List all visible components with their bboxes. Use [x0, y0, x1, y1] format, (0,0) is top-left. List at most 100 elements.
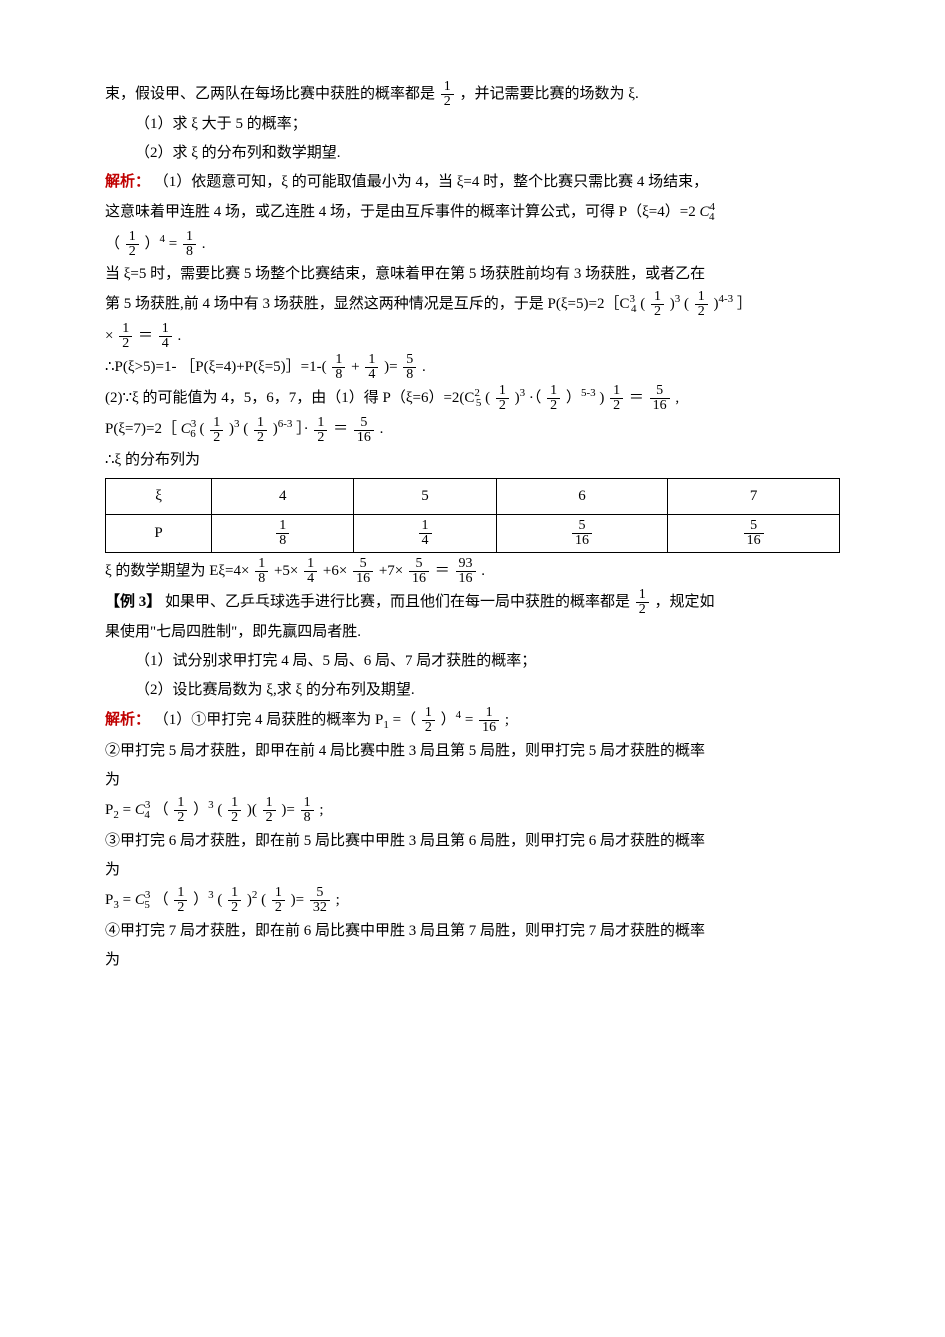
text: (	[217, 802, 222, 818]
cell: 4	[212, 479, 354, 515]
example-3-title: 【例 3】 如果甲、乙乒乓球选手进行比赛，而且他们在每一局中获胜的概率都是 12…	[105, 588, 840, 617]
solution-line-3: （ 12 ）4 = 18 .	[105, 230, 840, 259]
frac-one8: 18	[332, 353, 345, 382]
text: .	[380, 421, 384, 437]
solution2-line-1: 解析： （1）①甲打完 4 局获胜的概率为 P1 =（ 12 ）4 = 116 …	[105, 706, 840, 736]
cell: 516	[668, 515, 840, 553]
sup: 3	[520, 387, 526, 399]
sub: 4	[709, 211, 715, 223]
text: ］	[737, 296, 752, 312]
sub: 4	[631, 303, 637, 315]
distribution-table: ξ 4 5 6 7 P 18 14 516 516	[105, 478, 840, 553]
text: (	[217, 892, 222, 908]
frac-half: 12	[547, 384, 560, 413]
sub: 2	[113, 809, 119, 821]
solution-line-9: P(ξ=7)=2［ C36 ( 12 )3 ( 12 )6-3 ］· 12 ＝ …	[105, 415, 840, 445]
text: )=	[291, 892, 304, 908]
frac-half: 12	[422, 706, 435, 735]
text: (	[684, 296, 689, 312]
text: (	[640, 296, 645, 312]
frac-one4: 14	[365, 353, 378, 382]
sub: 5	[144, 899, 150, 911]
frac-half: 12	[228, 886, 241, 915]
text: ×	[105, 328, 113, 344]
text: C	[131, 892, 145, 908]
solution-line-6: × 12 ＝ 14 .	[105, 322, 840, 351]
sup: 2	[252, 889, 258, 901]
frac: 516	[353, 557, 373, 586]
solution2-line-6: ④甲打完 7 局才获胜，即在前 6 局比赛中甲胜 3 局且第 7 局胜，则甲打完…	[105, 918, 840, 945]
sup: 3	[234, 418, 240, 430]
frac-half: 12	[228, 796, 241, 825]
frac-result: 9316	[456, 557, 476, 586]
frac-half: 12	[651, 290, 664, 319]
frac-half: 12	[695, 290, 708, 319]
frac-half: 12	[254, 416, 267, 445]
solution2-line-5: P3 = C35 （ 12 ）3 ( 12 )2 ( 12 )= 532 ;	[105, 886, 840, 916]
problem-q2: （2）求 ξ 的分布列和数学期望.	[105, 140, 840, 167]
text: +7×	[379, 563, 403, 579]
text: )(	[247, 802, 257, 818]
text: C	[696, 204, 710, 220]
text: ）	[193, 892, 208, 908]
table-row: ξ 4 5 6 7	[106, 479, 840, 515]
solution2-line-2b: 为	[105, 767, 840, 794]
text: （1）依题意可知，ξ 的可能取值最小为 4，当 ξ=4 时，整个比赛只需比赛 4…	[154, 174, 708, 190]
text: C	[131, 802, 145, 818]
text: P(ξ=7)=2［	[105, 421, 177, 437]
text: .	[202, 236, 206, 252]
solution-label: 解析：	[105, 712, 150, 728]
text: 如果甲、乙乒乓球选手进行比赛，而且他们在每一局中获胜的概率都是	[165, 594, 634, 610]
text: ）	[145, 236, 160, 252]
text: 第 5 场获胜,前 4 场中有 3 场获胜，显然这两种情况是互斥的，于是 P(ξ…	[105, 296, 629, 312]
solution-line-8: (2)∵ξ 的可能值为 4，5，6，7，由（1）得 P（ξ=6）=2(C25 (…	[105, 384, 840, 414]
text: =	[169, 236, 177, 252]
cell: 14	[354, 515, 496, 553]
frac-half: 12	[610, 384, 623, 413]
text: ）	[566, 390, 581, 406]
solution-line-10: ∴ξ 的分布列为	[105, 447, 840, 474]
solution2-line-4: ③甲打完 6 局才获胜，即在前 5 局比赛中甲胜 3 局且第 6 局胜，则甲打完…	[105, 828, 840, 855]
frac-five16: 516	[650, 384, 670, 413]
text: +6×	[323, 563, 347, 579]
frac-five32: 532	[310, 886, 330, 915]
text: ;	[505, 712, 509, 728]
frac-one4: 14	[159, 322, 172, 351]
frac-one8: 18	[183, 230, 196, 259]
solution-line-4: 当 ξ=5 时，需要比赛 5 场整个比赛结束，意味着甲在第 5 场获胜前均有 3…	[105, 261, 840, 288]
frac: 18	[255, 557, 268, 586]
frac-half: 12	[119, 322, 132, 351]
sup: 4	[456, 709, 462, 721]
sub: 1	[383, 719, 389, 731]
sub: 4	[144, 809, 150, 821]
solution2-line-3: P2 = C34 （ 12 ）3 ( 12 )( 12 )= 18 ;	[105, 796, 840, 826]
example-3-q1: （1）试分别求甲打完 4 局、5 局、6 局、7 局才获胜的概率；	[105, 648, 840, 675]
sup: 3	[208, 799, 214, 811]
sup: 5-3	[581, 387, 596, 399]
text: C	[177, 421, 191, 437]
frac-half: 12	[263, 796, 276, 825]
frac-five8: 58	[403, 353, 416, 382]
text: +5×	[274, 563, 298, 579]
text: (	[243, 421, 248, 437]
frac-one16: 116	[479, 706, 499, 735]
example-label: 【例 3】	[105, 594, 161, 610]
table-row: P 18 14 516 516	[106, 515, 840, 553]
text: ］·	[296, 421, 309, 437]
solution2-line-4b: 为	[105, 857, 840, 884]
solution-label: 解析：	[105, 174, 150, 190]
text: =	[123, 892, 131, 908]
text: （	[154, 892, 169, 908]
cell: 5	[354, 479, 496, 515]
text: 束，假设甲、乙两队在每场比赛中获胜的概率都是	[105, 86, 439, 102]
text: ＝	[629, 390, 644, 406]
text: ，规定如	[655, 594, 715, 610]
text: （1）①甲打完 4 局获胜的概率为 P	[154, 712, 384, 728]
cell: 7	[668, 479, 840, 515]
frac-half: 12	[636, 588, 649, 617]
frac-half: 12	[210, 416, 223, 445]
example-3-line-2: 果使用"七局四胜制"，即先赢四局者胜.	[105, 619, 840, 646]
solution-line-2: 这意味着甲连胜 4 场，或乙连胜 4 场，于是由互斥事件的概率计算公式，可得 P…	[105, 198, 840, 228]
text: ＝	[138, 328, 153, 344]
frac: 516	[409, 557, 429, 586]
